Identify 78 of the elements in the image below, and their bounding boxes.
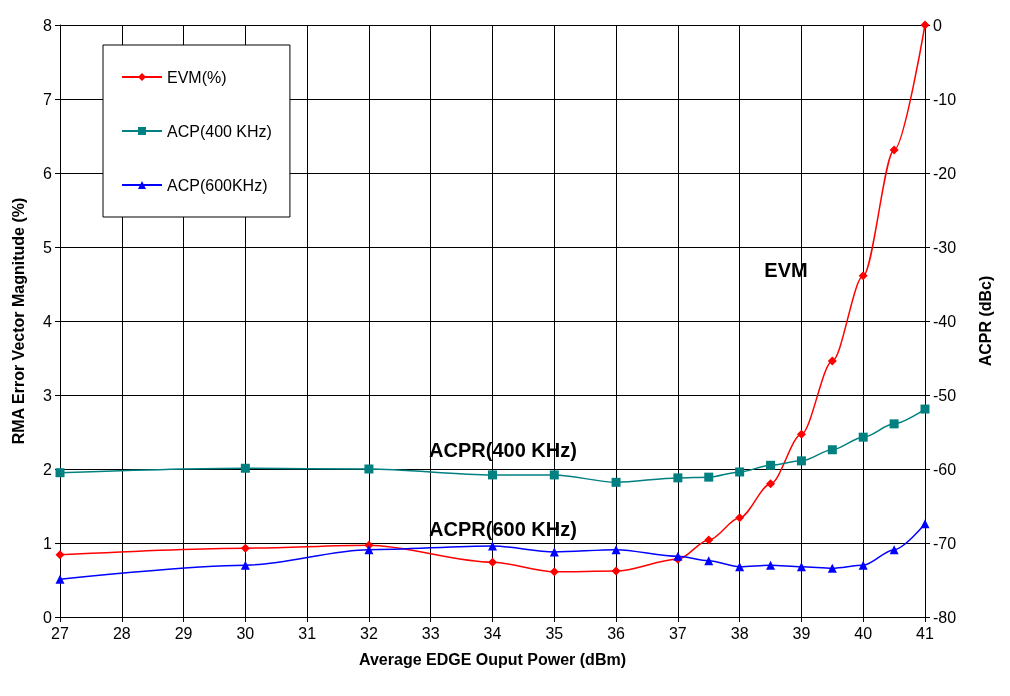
- point: [796, 429, 806, 439]
- point: [240, 560, 250, 570]
- point: [55, 468, 65, 478]
- y2-tick-label: -40: [933, 312, 957, 330]
- y-tick-label: 0: [43, 608, 53, 626]
- point: [611, 566, 621, 576]
- point: [364, 545, 374, 555]
- x-tick-label: 40: [854, 624, 873, 642]
- point: [611, 477, 621, 487]
- point: [766, 560, 776, 570]
- y-tick-label: 8: [43, 16, 53, 34]
- point: [858, 560, 868, 570]
- point: [920, 404, 930, 414]
- y-tick-label: 1: [43, 534, 53, 552]
- point: [364, 464, 374, 474]
- point: [858, 432, 868, 442]
- legend-label: EVM(%): [167, 68, 227, 86]
- point: [488, 541, 497, 551]
- x-tick-label: 36: [607, 624, 626, 642]
- y2-tick-label: -30: [933, 238, 957, 256]
- x-tick-label: 27: [51, 624, 69, 642]
- point: [488, 470, 497, 480]
- legend-label: ACP(400 KHz): [167, 122, 272, 140]
- point: [735, 513, 745, 523]
- point: [55, 550, 65, 560]
- legend-label: ACP(600KHz): [167, 176, 268, 194]
- y2-axis-title: ACPR (dBc): [976, 275, 994, 367]
- point: [673, 473, 683, 483]
- x-tick-label: 41: [916, 624, 934, 642]
- point: [889, 145, 899, 155]
- point: [920, 519, 930, 529]
- y-tick-label: 2: [43, 460, 53, 478]
- point: [796, 456, 806, 466]
- y-axis-title: RMA Error Vector Magnitude (%): [9, 197, 27, 445]
- x-tick-label: 29: [174, 624, 193, 642]
- point: [735, 467, 745, 477]
- point: [240, 543, 250, 553]
- point: [549, 470, 559, 480]
- point: [827, 563, 837, 573]
- y2-tick-label: 0: [933, 16, 942, 34]
- y2-tick-label: -50: [933, 386, 957, 404]
- x-tick-label: 28: [112, 624, 131, 642]
- x-tick-label: 37: [668, 624, 687, 642]
- y2-tick-label: -20: [933, 164, 957, 182]
- point: [827, 445, 837, 455]
- y2-tick-label: -10: [933, 90, 957, 108]
- point: [735, 562, 745, 572]
- y-tick-label: 3: [43, 386, 53, 404]
- point: [766, 460, 776, 470]
- point: [55, 574, 65, 584]
- x-tick-label: 39: [792, 624, 811, 642]
- point: [704, 535, 714, 545]
- point: [766, 479, 776, 489]
- x-axis-title: Average EDGE Ouput Power (dBm): [359, 650, 626, 668]
- point: [240, 463, 250, 473]
- x-tick-label: 38: [730, 624, 749, 642]
- x-tick-label: 34: [483, 624, 502, 642]
- point: [889, 545, 899, 555]
- y-tick-label: 6: [43, 164, 53, 182]
- x-tick-label: 31: [298, 624, 317, 642]
- point: [827, 356, 837, 366]
- y-tick-label: 5: [43, 238, 53, 256]
- y-tick-label: 4: [43, 312, 53, 330]
- point: [858, 271, 868, 281]
- point: [889, 419, 899, 429]
- x-tick-label: 32: [360, 624, 378, 642]
- point: [704, 472, 714, 482]
- point: [549, 567, 559, 577]
- point: [796, 562, 806, 572]
- y2-tick-label: -80: [933, 608, 957, 626]
- x-tick-label: 33: [421, 624, 440, 642]
- y2-tick-label: -70: [933, 534, 957, 552]
- x-tick-label: 30: [236, 624, 255, 642]
- x-tick-label: 35: [545, 624, 564, 642]
- point: [488, 557, 497, 567]
- point: [611, 545, 621, 555]
- y2-tick-label: -60: [933, 460, 957, 478]
- y-tick-label: 7: [43, 90, 53, 108]
